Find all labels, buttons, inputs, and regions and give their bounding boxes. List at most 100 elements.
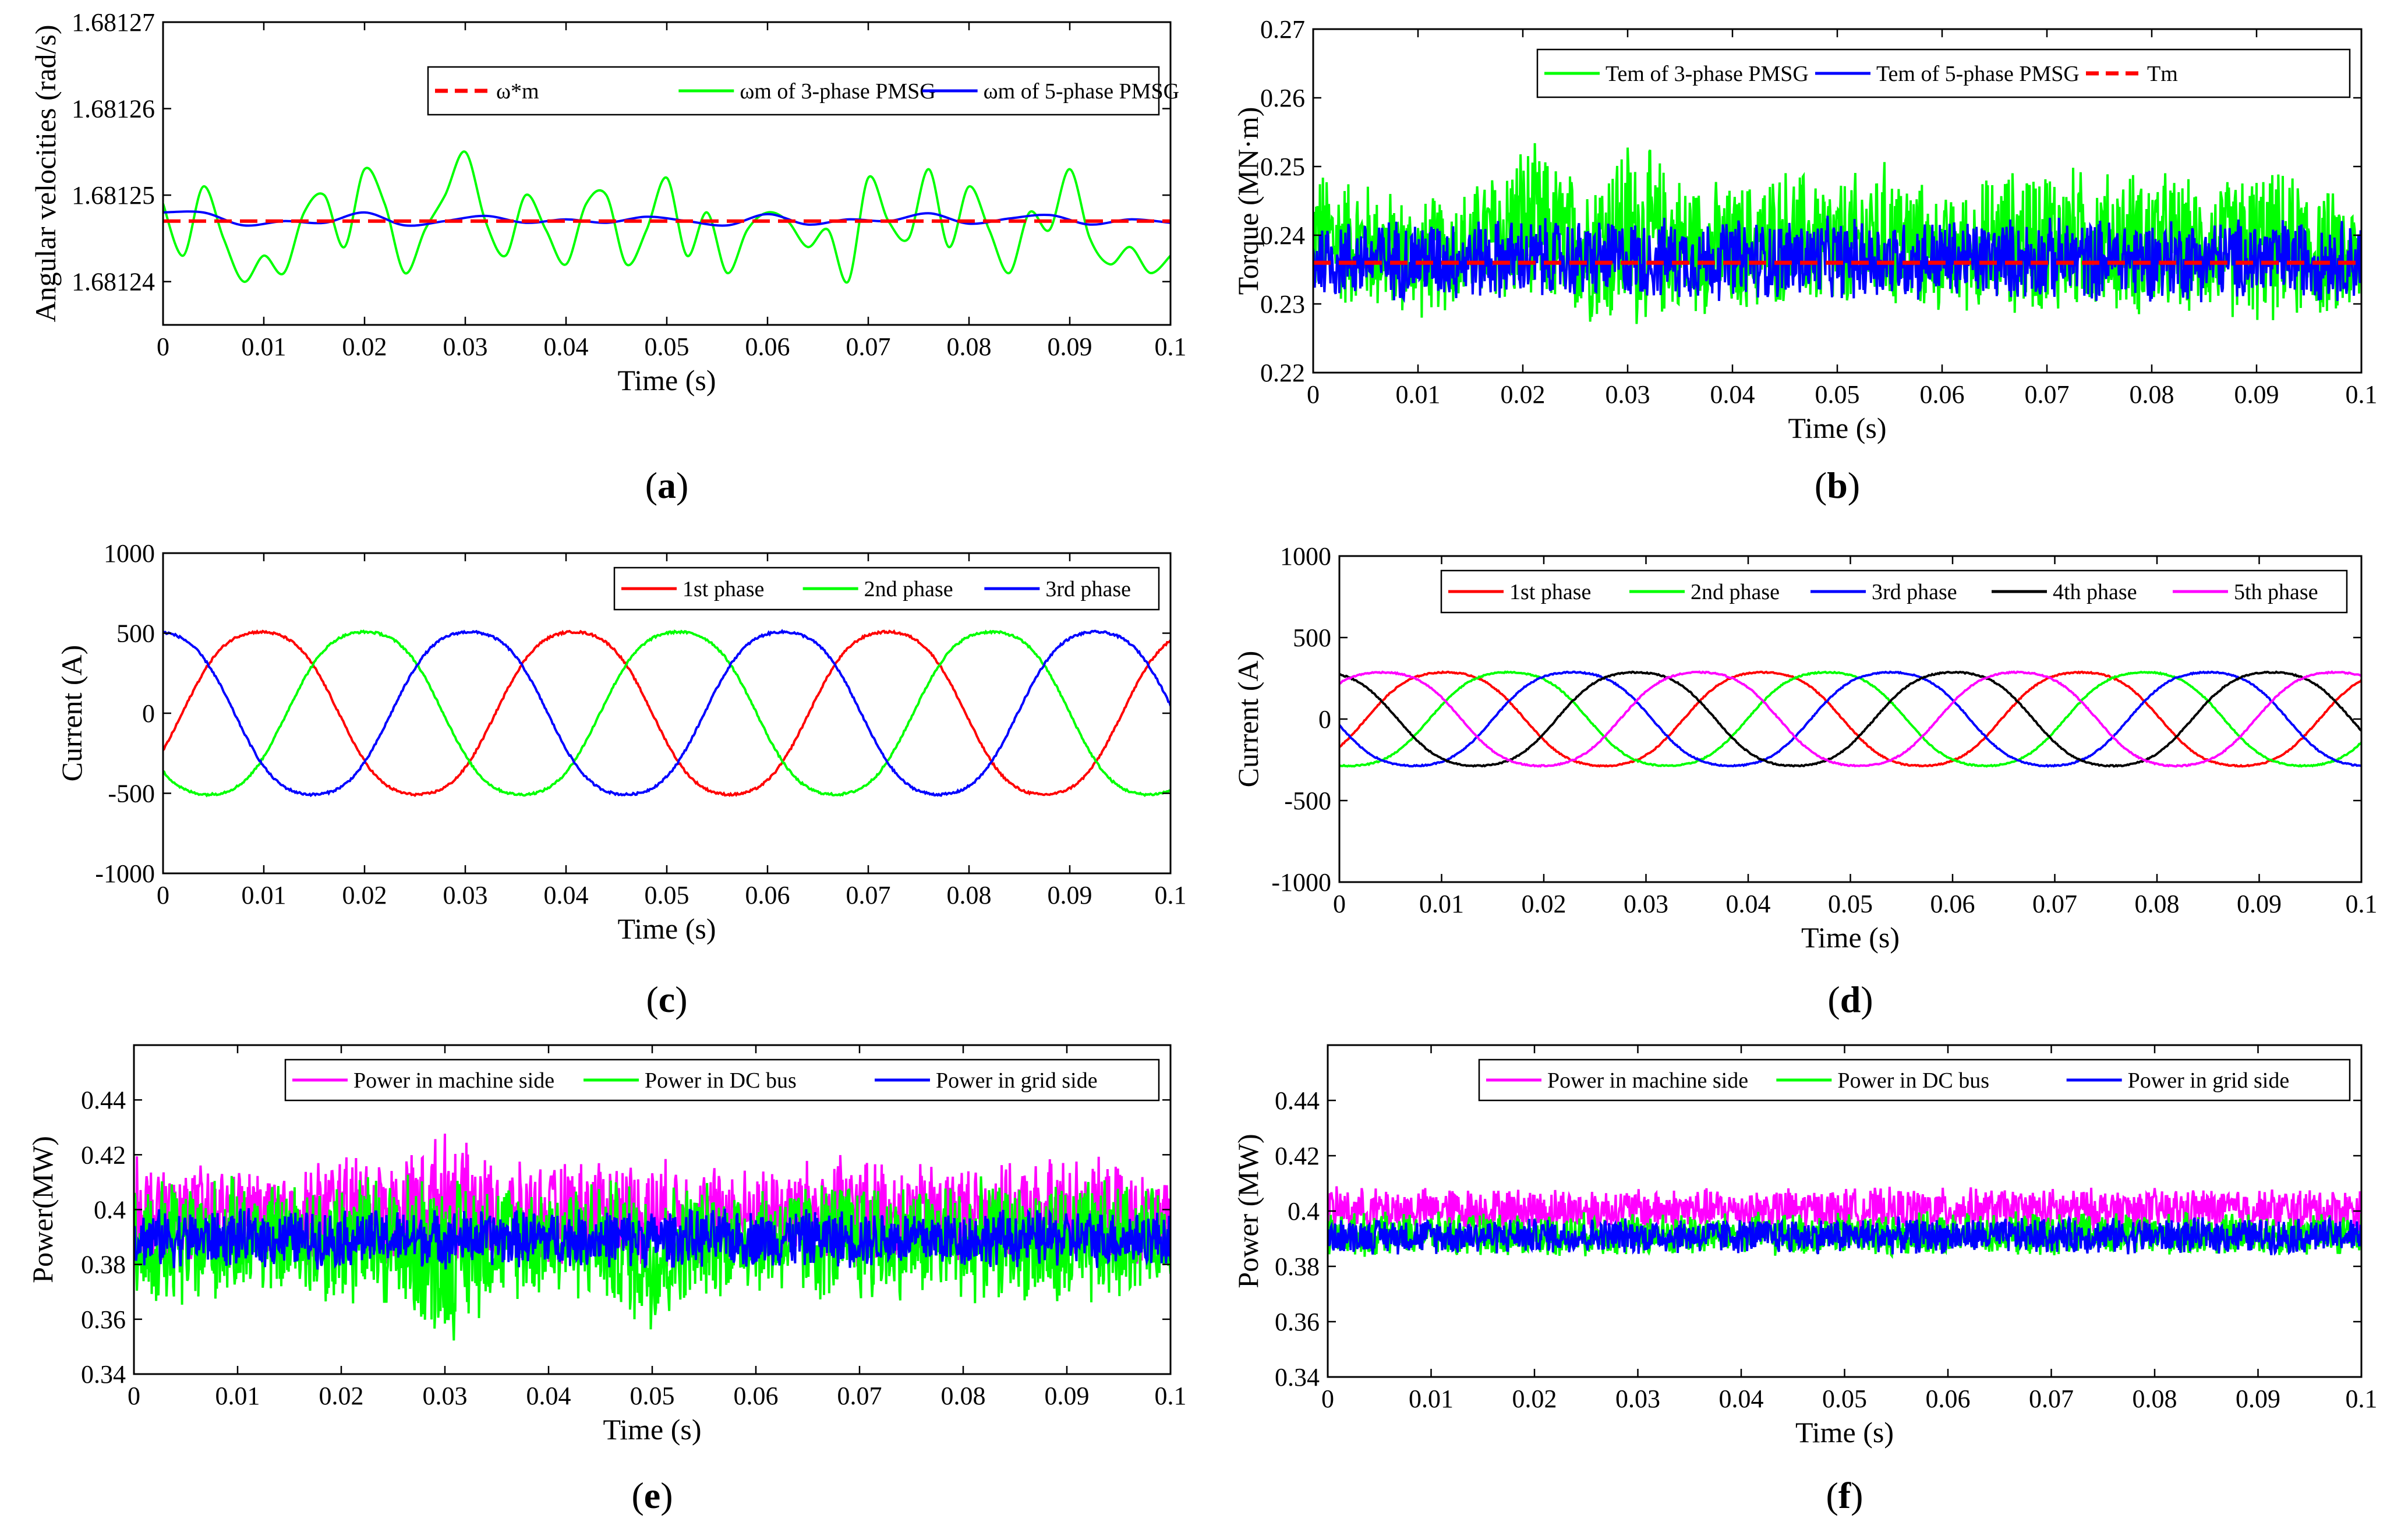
x-tick-label: 0.1 bbox=[1155, 332, 1187, 361]
series-line-3 bbox=[163, 629, 1171, 798]
x-tick-label: 0.04 bbox=[1710, 380, 1755, 409]
x-tick-label: 0.07 bbox=[2025, 380, 2070, 409]
legend-label: 3rd phase bbox=[1872, 580, 1957, 604]
legend: ω*m ωm of 3-phase PMSG ωm of 5-phase PMSG bbox=[427, 66, 1179, 116]
x-tick-label: 0.09 bbox=[1048, 881, 1092, 909]
y-tick-label: 0.26 bbox=[1260, 84, 1305, 112]
plot-area bbox=[163, 150, 1171, 284]
x-tick-label: 0.1 bbox=[2346, 890, 2378, 918]
legend-label: 2nd phase bbox=[864, 577, 953, 601]
y-tick-label: 0.4 bbox=[94, 1196, 126, 1224]
x-tick-label: 0.08 bbox=[2133, 1385, 2177, 1413]
y-tick-label: 0.38 bbox=[81, 1251, 126, 1279]
legend-box bbox=[613, 567, 1160, 611]
x-tick-label: 0.07 bbox=[2029, 1385, 2074, 1413]
y-tick-label: 0.24 bbox=[1260, 221, 1305, 250]
y-tick-label: -500 bbox=[1284, 787, 1331, 815]
legend-label: ω*m bbox=[496, 79, 539, 104]
legend-label: Power in machine side bbox=[1547, 1068, 1748, 1093]
panel-caption: (a) bbox=[645, 465, 689, 506]
y-tick-label: 0 bbox=[1318, 705, 1331, 734]
y-tick-label: 1.68125 bbox=[72, 181, 155, 210]
legend-label: Power in grid side bbox=[2128, 1068, 2290, 1093]
x-axis-label: Time (s) bbox=[1801, 921, 1900, 954]
y-tick-label: 0.36 bbox=[1275, 1308, 1320, 1336]
plot-area bbox=[1313, 143, 2361, 324]
x-tick-label: 0.1 bbox=[1155, 881, 1187, 909]
legend-label: 3rd phase bbox=[1045, 577, 1131, 601]
x-tick-label: 0 bbox=[1321, 1385, 1334, 1413]
x-tick-label: 0.1 bbox=[2346, 1385, 2378, 1413]
panel-caption: (f) bbox=[1826, 1475, 1863, 1516]
legend-label: 4th phase bbox=[2053, 580, 2137, 604]
x-tick-label: 0.1 bbox=[1155, 1382, 1187, 1410]
legend-label: 5th phase bbox=[2234, 580, 2318, 604]
x-tick-label: 0.08 bbox=[947, 332, 992, 361]
legend-label: 2nd phase bbox=[1691, 580, 1780, 604]
x-tick-label: 0.03 bbox=[1615, 1385, 1660, 1413]
x-axis-label: Time (s) bbox=[603, 1413, 701, 1446]
x-tick-label: 0.06 bbox=[1920, 380, 1965, 409]
x-tick-label: 0.03 bbox=[423, 1382, 468, 1410]
legend-label: Tem of 5-phase PMSG bbox=[1876, 62, 2080, 86]
x-tick-label: 0.02 bbox=[342, 881, 387, 909]
legend: Power in machine side Power in DC bus Powe… bbox=[284, 1058, 1160, 1102]
y-tick-label: 0.42 bbox=[81, 1141, 126, 1169]
panel-caption: (b) bbox=[1815, 465, 1860, 506]
legend-label: ωm of 5-phase PMSG bbox=[984, 79, 1179, 104]
x-axis-label: Time (s) bbox=[1795, 1416, 1894, 1449]
series-line-3 bbox=[1328, 1215, 2361, 1256]
x-tick-label: 0.07 bbox=[837, 1382, 882, 1410]
x-tick-label: 0.02 bbox=[1512, 1385, 1557, 1413]
series-line-3 bbox=[134, 1208, 1171, 1270]
series-line-5 bbox=[1339, 670, 2361, 768]
x-tick-label: 0.1 bbox=[2346, 380, 2378, 409]
x-tick-label: 0.03 bbox=[1624, 890, 1668, 918]
plot-area bbox=[1328, 1186, 2361, 1259]
chart-panel-e: 0 0.01 0.02 0.03 0.04 0.05 0.06 0.07 0.08 0.09 0.1… bbox=[26, 1044, 1187, 1516]
x-tick-label: 0.02 bbox=[1522, 890, 1566, 918]
x-tick-label: 0.01 bbox=[242, 332, 287, 361]
y-tick-label: 500 bbox=[116, 619, 155, 648]
x-tick-label: 0.04 bbox=[1719, 1385, 1764, 1413]
x-tick-label: 0.05 bbox=[630, 1382, 675, 1410]
y-tick-label: 1000 bbox=[104, 539, 155, 568]
x-tick-label: 0.01 bbox=[242, 881, 287, 909]
series-line-2 bbox=[163, 210, 1171, 227]
series-line-3 bbox=[1339, 670, 2361, 768]
plot-area bbox=[134, 1134, 1171, 1341]
legend-box bbox=[284, 1058, 1160, 1102]
legend: Power in machine side Power in DC bus Powe… bbox=[1478, 1058, 2351, 1102]
plot-area bbox=[163, 629, 1171, 798]
y-axis-label: Current (A) bbox=[1232, 651, 1264, 788]
x-tick-label: 0.07 bbox=[2032, 890, 2077, 918]
y-tick-label: 1000 bbox=[1280, 542, 1331, 571]
x-axis-label: Time (s) bbox=[1788, 412, 1886, 444]
y-axis-label: Power (MW) bbox=[1232, 1134, 1264, 1288]
y-tick-label: 0.34 bbox=[1275, 1363, 1320, 1392]
x-tick-label: 0.05 bbox=[1828, 890, 1873, 918]
x-tick-label: 0.01 bbox=[215, 1382, 260, 1410]
x-tick-label: 0.01 bbox=[1409, 1385, 1454, 1413]
y-tick-label: 0.23 bbox=[1260, 290, 1305, 318]
chart-panel-b: 0 0.01 0.02 0.03 0.04 0.05 0.06 0.07 0.08 0.09 0.1… bbox=[1232, 15, 2378, 506]
x-tick-label: 0.09 bbox=[2236, 1385, 2280, 1413]
legend-label: Power in machine side bbox=[353, 1068, 554, 1093]
legend-box bbox=[427, 66, 1160, 116]
panel-caption: (e) bbox=[631, 1475, 673, 1516]
x-tick-label: 0.04 bbox=[544, 881, 589, 909]
panel-caption: (d) bbox=[1827, 979, 1873, 1020]
y-tick-label: 1.68124 bbox=[72, 268, 155, 296]
x-tick-label: 0.08 bbox=[2130, 380, 2174, 409]
y-tick-label: -500 bbox=[108, 780, 155, 808]
y-tick-label: 0.4 bbox=[1288, 1197, 1320, 1226]
plot-area bbox=[1339, 670, 2361, 768]
x-axis-label: Time (s) bbox=[617, 364, 716, 396]
legend-label: Power in grid side bbox=[936, 1068, 1098, 1093]
x-tick-label: 0.03 bbox=[443, 881, 488, 909]
x-tick-label: 0.05 bbox=[1815, 380, 1860, 409]
legend-box bbox=[1536, 48, 2351, 98]
x-tick-label: 0.08 bbox=[941, 1382, 986, 1410]
x-tick-label: 0 bbox=[157, 881, 169, 909]
